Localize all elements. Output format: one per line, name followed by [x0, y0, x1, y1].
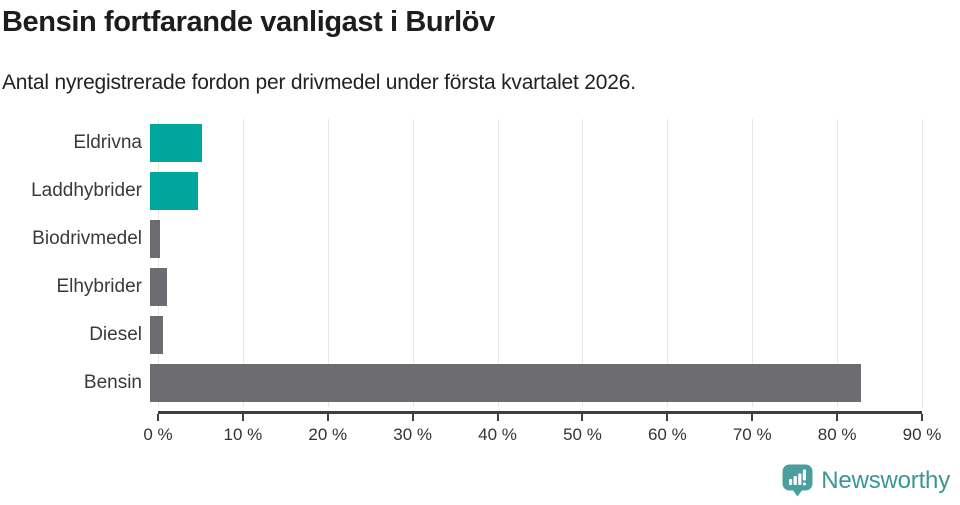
- bar-track: [150, 263, 914, 311]
- axis-tick: [666, 414, 669, 422]
- axis-tick-label: 0 %: [143, 425, 173, 445]
- axis-tick: [241, 414, 244, 422]
- bar-track: [150, 119, 914, 167]
- bar-row: Eldrivna: [2, 119, 960, 167]
- axis-tick-label: 20 %: [308, 425, 348, 445]
- axis-tick: [157, 414, 159, 422]
- axis-tick-label: 30 %: [393, 425, 433, 445]
- bar-track: [150, 167, 914, 215]
- x-axis: 0 % 10 % 20 % 30 % 40 % 50 % 60 % 70 % 80 % 90 %: [143, 411, 941, 455]
- brand-footer: Newsworthy: [782, 464, 950, 497]
- bar-row: Diesel: [2, 311, 960, 359]
- axis-tick: [411, 414, 414, 422]
- gridline: [922, 119, 923, 408]
- gridline: [497, 119, 499, 408]
- gridline: [242, 119, 244, 408]
- axis-tick-label: 40 %: [478, 425, 517, 445]
- gridline: [327, 119, 329, 408]
- axis-tick-label: 80 %: [817, 425, 857, 445]
- category-label: Diesel: [89, 324, 142, 346]
- bar-chart: Eldrivna Laddhybrider Biodrivmedel Elhybrid…: [2, 119, 960, 455]
- axis-tick-label: 10 %: [223, 425, 263, 445]
- axis-tick: [496, 414, 499, 422]
- axis-tick-label: 50 %: [563, 425, 602, 445]
- category-label: Laddhybrider: [31, 180, 142, 202]
- gridline: [667, 119, 669, 408]
- category-label: Biodrivmedel: [32, 228, 142, 250]
- chart-subtitle: Antal nyregistrerade fordon per drivmede…: [2, 71, 636, 95]
- bar-rows: Eldrivna Laddhybrider Biodrivmedel Elhybrid…: [2, 119, 960, 407]
- chart-title: Bensin fortfarande vanligast i Burlöv: [2, 6, 495, 38]
- bar-row: Elhybrider: [2, 263, 960, 311]
- axis-tick: [326, 414, 329, 422]
- bar-track: [150, 311, 914, 359]
- bar: [150, 172, 199, 211]
- gridline: [582, 119, 584, 408]
- bar: [150, 124, 202, 163]
- category-label: Elhybrider: [56, 276, 142, 298]
- bar: [150, 364, 862, 403]
- bar: [150, 316, 163, 355]
- grid-layer: [158, 119, 923, 408]
- axis-tick-label: 70 %: [732, 425, 772, 445]
- bar-track: [150, 215, 914, 263]
- category-label: Bensin: [83, 372, 142, 394]
- axis-tick: [836, 414, 839, 422]
- bar-row: Biodrivmedel: [2, 215, 960, 263]
- bar-row: Laddhybrider: [2, 167, 960, 215]
- gridline: [752, 119, 754, 408]
- brand-name: Newsworthy: [821, 466, 950, 494]
- gridline: [158, 119, 159, 408]
- axis-tick: [921, 414, 923, 422]
- bar-row: Bensin: [2, 359, 960, 407]
- bar: [150, 268, 167, 307]
- axis-tick-label: 90 %: [902, 425, 942, 445]
- newsworthy-logo-icon: [782, 464, 813, 497]
- axis-tick: [751, 414, 754, 422]
- axis-tick: [581, 414, 584, 422]
- axis-tick-label: 60 %: [647, 425, 687, 445]
- gridline: [837, 119, 839, 408]
- category-label: Eldrivna: [73, 132, 142, 154]
- gridline: [412, 119, 414, 408]
- bar: [150, 220, 161, 259]
- bar-track: [150, 359, 914, 407]
